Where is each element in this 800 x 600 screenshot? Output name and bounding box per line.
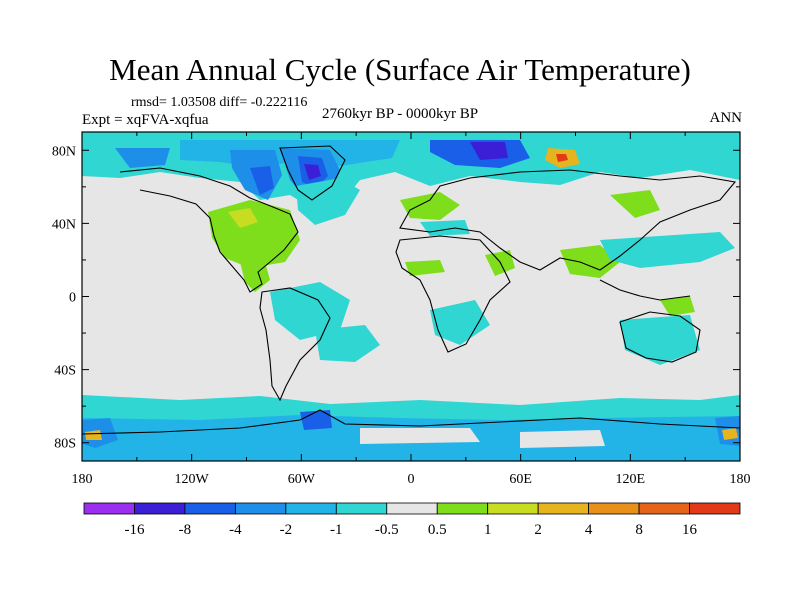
canada-deep-blue	[250, 166, 274, 195]
colorbar-swatch	[689, 502, 741, 515]
colorbar-label: 4	[585, 522, 593, 538]
colorbar-label: 1	[484, 522, 492, 538]
australia-cyan	[620, 315, 700, 365]
rmsd-diff-stats: rmsd= 1.03508 diff= -0.222116	[131, 95, 308, 110]
colorbar-swatch	[487, 502, 539, 515]
antarctica-warm-west	[85, 430, 102, 440]
lat-tick-label: 80S	[54, 437, 76, 452]
lat-tick-label: 40S	[54, 364, 76, 379]
coast-europe-asia	[399, 169, 737, 271]
colorbar-label: -16	[124, 522, 144, 538]
greenland-deep-blue	[304, 164, 321, 180]
lon-tick-label: 120W	[175, 472, 210, 487]
coast-north-america	[119, 167, 299, 293]
asia-green	[560, 245, 620, 278]
axis-ticks	[81, 132, 741, 461]
colorbar-swatch	[134, 502, 186, 515]
lat-tick-label: 80N	[52, 144, 76, 159]
south-pacific-cyan	[270, 282, 350, 340]
colorbar-label: -0.5	[375, 522, 399, 538]
lon-tick-label: 120E	[616, 472, 646, 487]
antarctica-warm-east	[722, 428, 738, 440]
coast-australia	[619, 311, 701, 363]
colorbar-labels: -16 -8 -4 -2 -1 -0.5 0.5 1 2 4 8 16	[124, 522, 697, 538]
longitude-labels: 180 120W 60W 0 60E 120E 180	[72, 472, 751, 487]
season-label: ANN	[709, 110, 743, 126]
colorbar-swatch	[184, 502, 236, 515]
coast-greenland	[279, 145, 346, 201]
southern-africa-cyan	[430, 300, 490, 345]
coast-antarctica	[82, 409, 740, 435]
antarctica-neutral-patch-2	[520, 430, 605, 448]
lon-tick-label: 0	[408, 472, 415, 487]
colorbar-swatch	[285, 502, 337, 515]
colorbar-label: -1	[330, 522, 343, 538]
time-period-label: 2760kyr BP - 0000kyr BP	[321, 106, 479, 122]
colorbar-label: -4	[229, 522, 242, 538]
colorbar-label: -8	[179, 522, 192, 538]
coast-south-america	[259, 287, 331, 402]
north-america-green	[208, 200, 300, 268]
colorbar	[83, 502, 741, 515]
map-field	[82, 132, 740, 461]
alaska-blue	[115, 148, 170, 168]
colorbar-swatch	[638, 502, 690, 515]
coastlines	[82, 145, 740, 435]
central-america-green	[240, 262, 270, 292]
colorbar-label: 0.5	[428, 522, 447, 538]
indian-ocean-green	[660, 296, 695, 316]
experiment-label: Expt = xqFVA-xqfua	[82, 112, 209, 128]
figure-title: Mean Annual Cycle (Surface Air Temperatu…	[109, 52, 691, 87]
latitude-labels: 80N 40N 0 40S 80S	[52, 144, 76, 451]
africa-green	[405, 260, 445, 276]
colorbar-swatch	[537, 502, 590, 515]
antarctica-neutral-patch	[360, 428, 480, 444]
coast-southeast-asia	[599, 279, 691, 301]
atlantic-cyan	[296, 178, 360, 225]
europe-green	[400, 192, 460, 220]
east-asia-green	[610, 190, 660, 218]
lon-tick-label: 60E	[509, 472, 532, 487]
colorbar-swatch	[234, 502, 287, 515]
colorbar-swatch	[83, 502, 135, 515]
lon-tick-label: 180	[72, 472, 93, 487]
colorbar-label: 8	[635, 522, 643, 538]
south-atlantic-cyan	[315, 325, 380, 362]
colorbar-swatch	[335, 502, 388, 515]
lat-tick-label: 0	[69, 291, 76, 306]
colorbar-swatch	[436, 502, 489, 515]
lon-tick-label: 60W	[288, 472, 316, 487]
siberia-deep-blue	[470, 142, 508, 160]
lon-tick-label: 180	[730, 472, 751, 487]
colorbar-label: -2	[280, 522, 293, 538]
colorbar-label: 2	[534, 522, 542, 538]
colorbar-label: 16	[682, 522, 698, 538]
antarctica-blue-mid	[300, 410, 332, 430]
coast-africa	[395, 235, 511, 353]
pacific-north-cyan	[600, 232, 735, 268]
north-america-yellow	[228, 208, 258, 228]
lat-tick-label: 40N	[52, 217, 76, 232]
arctic-red-spot	[556, 154, 568, 162]
colorbar-swatch	[588, 502, 640, 515]
colorbar-swatch	[386, 502, 438, 515]
